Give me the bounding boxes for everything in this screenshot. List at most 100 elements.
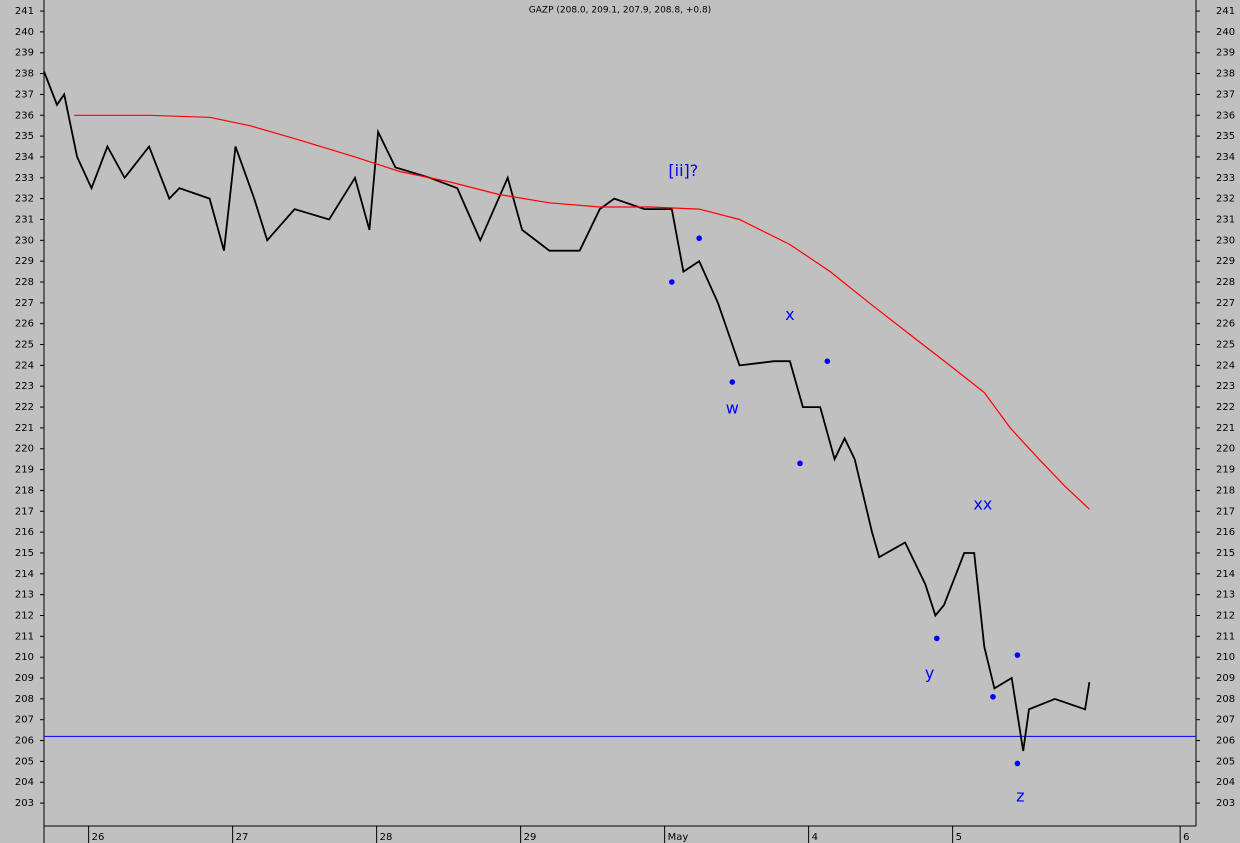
y-tick-label: 225 [15, 340, 34, 351]
wave-label: y [925, 663, 934, 682]
y2-tick-label: 234 [1216, 152, 1235, 163]
y-tick-label: 203 [15, 798, 34, 809]
y-tick-label: 236 [15, 110, 34, 121]
y2-tick-label: 238 [1216, 69, 1235, 80]
y2-tick-label: 230 [1216, 235, 1235, 246]
y2-tick-label: 216 [1216, 527, 1235, 538]
wave-point [797, 460, 803, 467]
y-tick-label: 232 [15, 194, 34, 205]
y2-tick-label: 222 [1216, 402, 1235, 413]
y2-tick-label: 233 [1216, 173, 1235, 184]
y2-tick-label: 219 [1216, 465, 1235, 476]
y2-tick-label: 228 [1216, 277, 1235, 288]
y2-tick-label: 224 [1216, 360, 1235, 371]
y2-tick-label: 231 [1216, 214, 1235, 225]
y2-tick-label: 227 [1216, 298, 1235, 309]
y2-tick-label: 214 [1216, 569, 1235, 580]
y2-tick-label: 241 [1216, 6, 1235, 17]
y2-tick-label: 205 [1216, 756, 1235, 767]
chart-title: GAZP (208.0, 209.1, 207.9, 208.8, +0.8) [529, 6, 711, 16]
y2-tick-label: 236 [1216, 110, 1235, 121]
y-tick-label: 204 [15, 777, 34, 788]
y-tick-label: 219 [15, 465, 34, 476]
wave-point [990, 693, 996, 700]
y2-tick-label: 213 [1216, 590, 1235, 601]
y-tick-label: 221 [15, 423, 34, 434]
y-tick-label: 208 [15, 694, 34, 705]
x-tick-label: 26 [92, 832, 105, 843]
y2-tick-label: 208 [1216, 694, 1235, 705]
series-line [74, 114, 1090, 510]
wave-point [729, 379, 736, 385]
y2-tick-label: 215 [1216, 548, 1235, 559]
y-tick-label: 222 [15, 402, 34, 413]
y2-tick-label: 226 [1216, 319, 1235, 330]
x-tick-label: 28 [380, 832, 393, 843]
y2-tick-label: 225 [1216, 340, 1235, 351]
y2-tick-label: 210 [1216, 652, 1235, 663]
y2-tick-label: 221 [1216, 423, 1235, 434]
y-tick-label: 215 [15, 548, 34, 559]
y2-tick-label: 209 [1216, 673, 1235, 684]
y-tick-label: 227 [15, 298, 34, 309]
wave-label: z [1016, 786, 1024, 805]
y-tick-label: 237 [15, 89, 34, 100]
y-tick-label: 214 [15, 569, 34, 580]
y-tick-label: 223 [15, 381, 34, 392]
y-tick-label: 229 [15, 256, 34, 267]
wave-label: w [726, 399, 739, 418]
y-tick-label: 210 [15, 652, 34, 663]
wave-point [934, 635, 940, 642]
x-tick-label: 6 [1183, 832, 1189, 843]
y-tick-label: 207 [15, 715, 34, 726]
y2-tick-label: 207 [1216, 715, 1235, 726]
y-tick-label: 213 [15, 590, 34, 601]
y2-tick-label: 204 [1216, 777, 1235, 788]
x-tick-label: 5 [956, 832, 962, 843]
y-tick-label: 205 [15, 756, 34, 767]
y-tick-label: 230 [15, 235, 34, 246]
wave-point [1014, 652, 1021, 658]
y2-tick-label: 240 [1216, 27, 1235, 38]
y-tick-label: 209 [15, 673, 34, 684]
wave-point [1014, 760, 1021, 767]
y2-tick-label: 229 [1216, 256, 1235, 267]
y2-tick-label: 220 [1216, 444, 1235, 455]
x-tick-label: May [668, 832, 689, 843]
y-tick-label: 220 [15, 444, 34, 455]
y-tick-label: 211 [15, 631, 34, 642]
y2-tick-label: 235 [1216, 131, 1235, 142]
wave-point [824, 358, 831, 365]
y2-tick-label: 239 [1216, 48, 1235, 59]
wave-label: xx [973, 495, 992, 514]
y2-tick-label: 237 [1216, 89, 1235, 100]
y-tick-label: 234 [15, 152, 34, 163]
y-tick-label: 224 [15, 360, 34, 371]
y-tick-label: 241 [15, 6, 34, 17]
y-tick-label: 228 [15, 277, 34, 288]
y2-tick-label: 223 [1216, 381, 1235, 392]
y2-tick-label: 211 [1216, 631, 1235, 642]
y2-tick-label: 232 [1216, 194, 1235, 205]
y-tick-label: 239 [15, 48, 34, 59]
x-tick-label: 29 [524, 832, 537, 843]
y-tick-label: 218 [15, 485, 34, 496]
y-tick-label: 238 [15, 69, 34, 80]
y2-tick-label: 217 [1216, 506, 1235, 517]
y-tick-label: 233 [15, 173, 34, 184]
y2-tick-label: 203 [1216, 798, 1235, 809]
x-tick-label: 4 [812, 832, 818, 843]
y-tick-label: 212 [15, 610, 34, 621]
wave-label: [ii]? [668, 161, 698, 180]
x-tick-label: 27 [236, 832, 249, 843]
y-tick-label: 231 [15, 214, 34, 225]
y2-tick-label: 206 [1216, 736, 1235, 747]
y-tick-label: 226 [15, 319, 34, 330]
y-tick-label: 217 [15, 506, 34, 517]
y2-tick-label: 218 [1216, 485, 1235, 496]
y-tick-label: 206 [15, 736, 34, 747]
wave-label: x [785, 305, 794, 324]
y-tick-label: 216 [15, 527, 34, 538]
